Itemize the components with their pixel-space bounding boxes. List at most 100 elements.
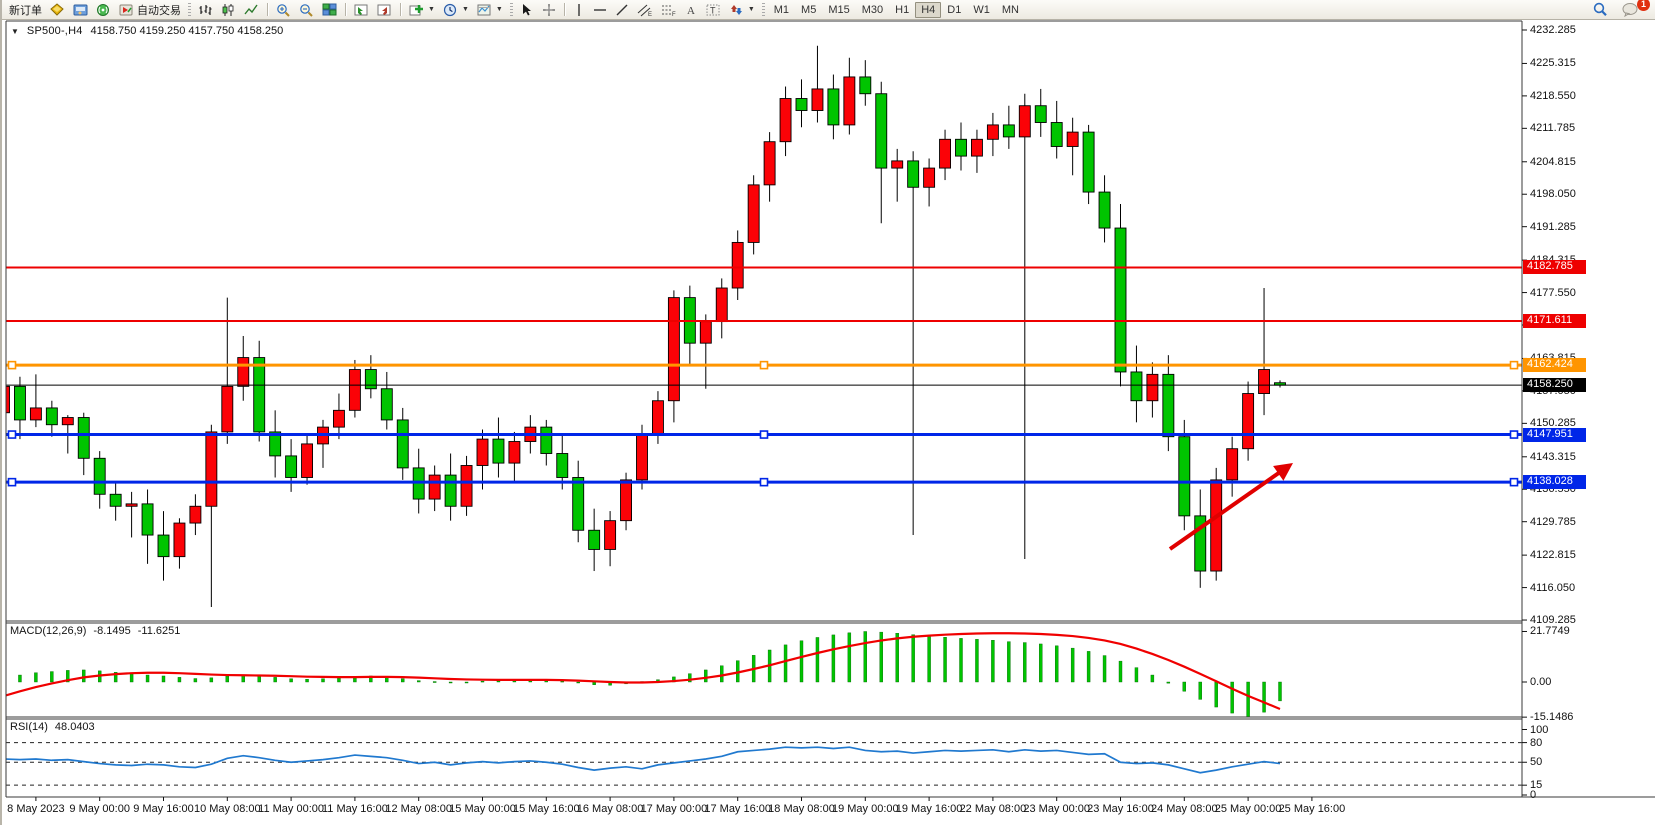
tile-windows-button[interactable] <box>318 1 341 18</box>
data-window-button[interactable] <box>373 1 396 18</box>
line-drag-handle[interactable] <box>759 360 769 370</box>
timeframe-h1-button[interactable]: H1 <box>889 2 915 18</box>
price-line-badge: 4147.951 <box>1523 427 1586 442</box>
toolbar-separator <box>563 3 565 16</box>
toolbar: 新订单 自动交易 <box>2 0 1655 20</box>
timeframe-d1-button[interactable]: D1 <box>941 2 967 18</box>
candle-body <box>620 479 632 522</box>
channel-icon: E <box>637 4 652 17</box>
text-icon: A <box>687 5 695 17</box>
trendline-button[interactable] <box>611 1 633 18</box>
timeframe-m15-button[interactable]: M15 <box>822 2 855 18</box>
candle-body <box>1018 105 1031 138</box>
indicators-window-button[interactable] <box>350 1 373 18</box>
vertical-line-button[interactable] <box>569 1 589 18</box>
candle-body <box>77 417 90 459</box>
line-drag-handle[interactable] <box>759 430 769 439</box>
add-indicator-icon <box>409 4 423 15</box>
new-order-button[interactable]: 新订单 <box>5 1 46 18</box>
line-drag-handle[interactable] <box>1509 360 1519 370</box>
macd-bar <box>50 671 54 683</box>
time-axis-label: 17 May 16:00 <box>704 803 772 815</box>
chart-window-button[interactable] <box>46 1 69 18</box>
terminal-button[interactable] <box>69 1 92 18</box>
macd-bar <box>129 673 134 683</box>
autotrade-button[interactable]: 自动交易 <box>115 1 185 18</box>
line-drag-handle[interactable] <box>7 430 17 439</box>
periods-button[interactable]: ▼ <box>439 1 473 18</box>
macd-bar <box>3 677 6 682</box>
terminal-icon <box>73 4 88 15</box>
candle-body <box>508 441 521 464</box>
chart-title[interactable]: ▼ SP500-,H4 4158.750 4159.250 4157.750 4… <box>11 25 283 37</box>
macd-bar <box>863 631 867 683</box>
templates-button[interactable]: ▼ <box>473 1 507 18</box>
candle-body <box>763 141 776 186</box>
candle-body <box>1258 369 1271 394</box>
price-axis-label: 4211.785 <box>1530 122 1576 135</box>
cursor-button[interactable] <box>516 1 538 18</box>
line-drag-handle[interactable] <box>759 477 769 487</box>
text-label-button[interactable]: T <box>702 1 725 18</box>
line-chart-button[interactable] <box>240 1 263 18</box>
notifications-button[interactable]: 1 <box>1618 0 1650 18</box>
macd-bar <box>688 673 692 683</box>
timeframe-m30-button[interactable]: M30 <box>856 2 889 18</box>
candle-body <box>1162 373 1175 438</box>
macd-bar <box>1214 681 1218 708</box>
bar-chart-button[interactable] <box>194 1 217 18</box>
vertical-line-icon <box>578 3 580 16</box>
zoom-in-button[interactable] <box>272 1 295 18</box>
candle-body <box>811 88 824 111</box>
signals-button[interactable] <box>92 1 115 18</box>
fibonacci-button[interactable]: F <box>657 1 681 18</box>
time-axis-label: 23 May 16:00 <box>1087 803 1154 815</box>
timeframe-w1-button[interactable]: W1 <box>967 2 996 18</box>
timeframe-m5-button[interactable]: M5 <box>795 2 822 18</box>
add-indicator-button[interactable]: ▼ <box>405 1 439 18</box>
candle-body <box>1194 515 1207 572</box>
candle-body <box>875 93 888 169</box>
candle-body <box>986 124 999 140</box>
text-button[interactable]: A <box>681 1 702 18</box>
macd-bar <box>720 665 724 683</box>
horizontal-line-button[interactable] <box>589 1 611 18</box>
timeframe-h4-button[interactable]: H4 <box>915 1 942 18</box>
channel-button[interactable]: E <box>633 1 657 18</box>
chart-dropdown-icon[interactable]: ▼ <box>11 26 19 36</box>
candle-body <box>364 369 377 390</box>
macd-bar <box>273 677 277 683</box>
candlestick-chart-button[interactable] <box>217 1 240 18</box>
crosshair-button[interactable] <box>538 1 560 18</box>
timeframe-mn-button[interactable]: MN <box>996 2 1025 18</box>
line-drag-handle[interactable] <box>7 360 17 370</box>
candle-body <box>13 385 26 421</box>
macd-bar <box>1007 641 1011 683</box>
macd-bar <box>991 640 995 683</box>
arrows-button[interactable]: ▼ <box>725 1 759 18</box>
arrow-annotation[interactable] <box>1168 467 1286 551</box>
time-axis-label: 17 May 00:00 <box>640 803 708 815</box>
timeframe-m1-button[interactable]: M1 <box>768 2 795 18</box>
line-drag-handle[interactable] <box>1509 430 1519 439</box>
macd-histogram <box>3 631 1282 718</box>
rsi-axis-label: 100 <box>1530 723 1549 736</box>
macd-main-value: -8.1495 <box>93 625 131 637</box>
autotrade-label: 自动交易 <box>137 4 181 17</box>
fibonacci-icon: F <box>661 5 676 17</box>
macd-bar <box>113 672 118 683</box>
candle-body <box>221 385 234 433</box>
search-button[interactable] <box>1588 1 1612 18</box>
time-axis-label: 15 May 16:00 <box>512 803 580 815</box>
zoom-out-button[interactable] <box>295 1 318 18</box>
arrow-annotation-head[interactable] <box>1273 463 1293 481</box>
candle-body <box>109 493 122 507</box>
line-drag-handle[interactable] <box>1509 477 1519 487</box>
candle-body <box>157 534 170 558</box>
new-order-label: 新订单 <box>9 4 42 17</box>
line-drag-handle[interactable] <box>7 477 17 487</box>
macd-bar <box>177 677 182 683</box>
candle-body <box>6 385 10 414</box>
price-axis-label: 4143.315 <box>1530 450 1576 463</box>
